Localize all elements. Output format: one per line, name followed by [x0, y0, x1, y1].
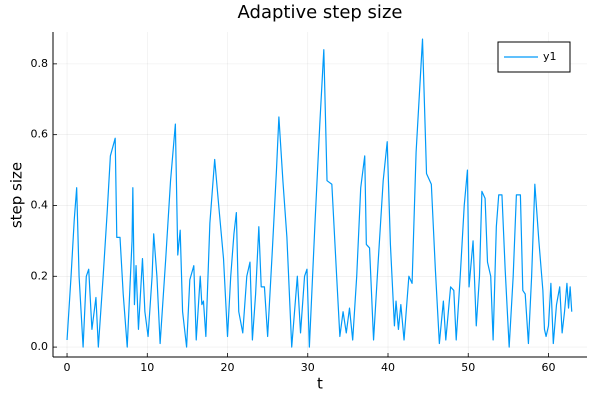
- chart-title: Adaptive step size: [238, 2, 403, 23]
- data-line: [66, 38, 573, 348]
- x-tick-label: 60: [541, 361, 555, 374]
- x-tick-label: 10: [140, 361, 154, 374]
- x-tick-label: 30: [301, 361, 315, 374]
- y-tick-label: 0.4: [31, 198, 49, 211]
- x-tick-label: 20: [221, 361, 235, 374]
- y-tick-label: 0.6: [31, 128, 49, 141]
- x-tick-label: 50: [461, 361, 475, 374]
- y-tick-label: 0.0: [31, 340, 49, 353]
- y-tick-label: 0.2: [31, 269, 49, 282]
- y-axis-label: step size: [8, 162, 26, 228]
- x-axis-label: t: [317, 375, 323, 393]
- x-tick-label: 0: [64, 361, 71, 374]
- y-tick-label: 0.8: [31, 57, 49, 70]
- x-tick-label: 40: [381, 361, 395, 374]
- legend-label: y1: [543, 50, 557, 63]
